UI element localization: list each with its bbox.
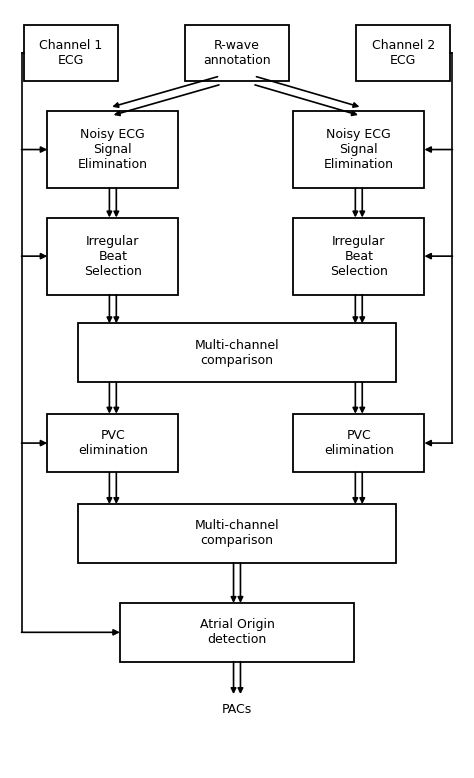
Bar xyxy=(47,111,178,188)
Bar xyxy=(293,218,424,295)
Text: Multi-channel
comparison: Multi-channel comparison xyxy=(195,338,279,366)
Text: Irregular
Beat
Selection: Irregular Beat Selection xyxy=(330,235,388,278)
Text: PVC
elimination: PVC elimination xyxy=(78,429,148,457)
Bar xyxy=(47,218,178,295)
Text: Channel 1
ECG: Channel 1 ECG xyxy=(39,39,102,67)
Bar xyxy=(120,603,354,661)
Bar xyxy=(185,25,289,81)
Text: PVC
elimination: PVC elimination xyxy=(324,429,394,457)
Text: Irregular
Beat
Selection: Irregular Beat Selection xyxy=(84,235,142,278)
Bar xyxy=(293,111,424,188)
Text: R-wave
annotation: R-wave annotation xyxy=(203,39,271,67)
Bar xyxy=(78,504,396,562)
Bar xyxy=(24,25,118,81)
Text: PACs: PACs xyxy=(222,703,252,716)
Text: Noisy ECG
Signal
Elimination: Noisy ECG Signal Elimination xyxy=(324,128,394,171)
Bar xyxy=(293,414,424,472)
Text: Atrial Origin
detection: Atrial Origin detection xyxy=(200,619,274,647)
Bar xyxy=(47,414,178,472)
Bar xyxy=(78,324,396,382)
Text: Noisy ECG
Signal
Elimination: Noisy ECG Signal Elimination xyxy=(78,128,148,171)
Bar xyxy=(356,25,450,81)
Text: Channel 2
ECG: Channel 2 ECG xyxy=(372,39,435,67)
Text: Multi-channel
comparison: Multi-channel comparison xyxy=(195,520,279,548)
